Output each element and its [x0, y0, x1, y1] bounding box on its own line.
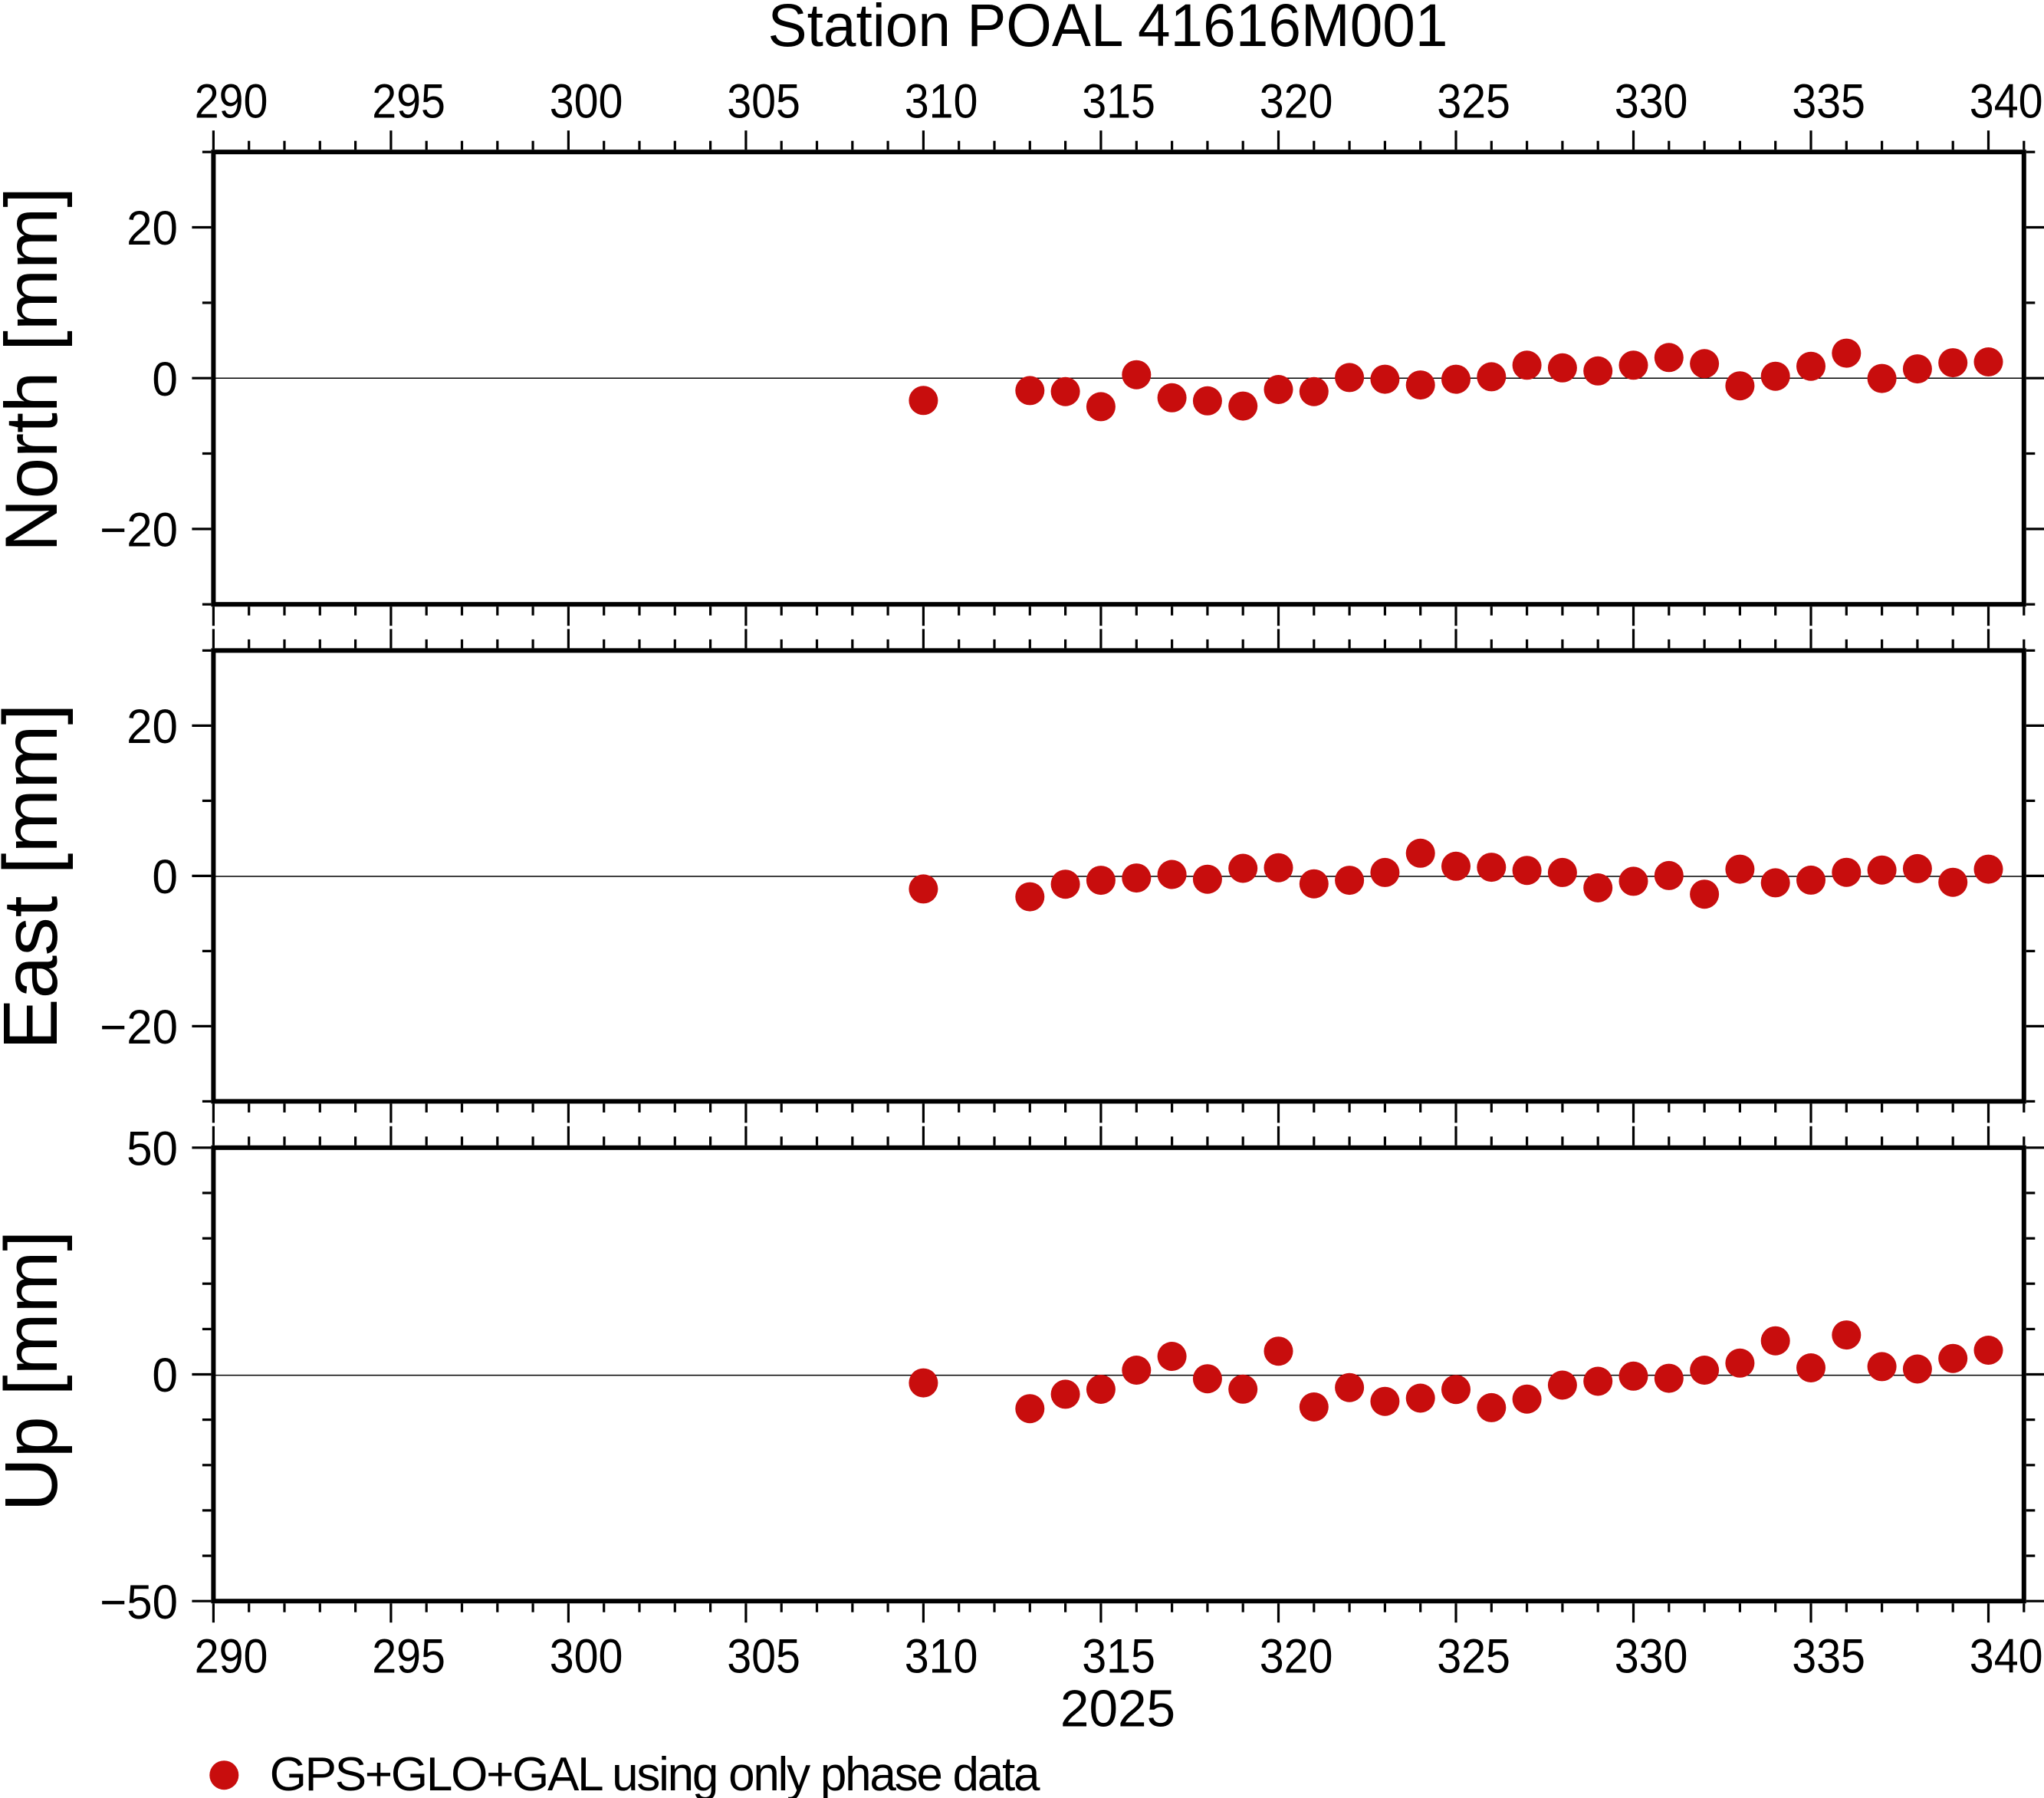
- svg-text:305: 305: [727, 74, 800, 128]
- svg-text:335: 335: [1792, 74, 1865, 128]
- svg-text:320: 320: [1260, 74, 1333, 128]
- svg-text:290: 290: [195, 74, 268, 128]
- svg-text:310: 310: [905, 1630, 978, 1684]
- svg-text:−50: −50: [100, 1576, 178, 1629]
- svg-text:−20: −20: [100, 1001, 178, 1054]
- svg-text:315: 315: [1082, 1630, 1155, 1684]
- svg-text:50: 50: [127, 1123, 178, 1176]
- svg-text:290: 290: [195, 1630, 268, 1684]
- svg-text:2025: 2025: [1060, 1680, 1175, 1737]
- svg-text:295: 295: [372, 1630, 445, 1684]
- svg-text:Up [mm]: Up [mm]: [0, 1231, 73, 1512]
- svg-text:315: 315: [1082, 74, 1155, 128]
- svg-text:0: 0: [152, 850, 178, 904]
- svg-text:GPS+GLO+GAL using only phase d: GPS+GLO+GAL using only phase data: [270, 1748, 1040, 1798]
- svg-text:295: 295: [372, 74, 445, 128]
- svg-text:0: 0: [152, 353, 178, 406]
- svg-text:20: 20: [127, 700, 178, 754]
- svg-text:340: 340: [1970, 74, 2043, 128]
- svg-text:300: 300: [550, 1630, 623, 1684]
- svg-text:−20: −20: [100, 504, 178, 557]
- svg-text:325: 325: [1437, 74, 1510, 128]
- svg-text:330: 330: [1615, 1630, 1688, 1684]
- svg-text:20: 20: [127, 202, 178, 255]
- svg-text:330: 330: [1615, 74, 1688, 128]
- svg-text:320: 320: [1260, 1630, 1333, 1684]
- svg-text:North [mm]: North [mm]: [0, 187, 73, 552]
- svg-text:300: 300: [550, 74, 623, 128]
- svg-text:0: 0: [152, 1349, 178, 1402]
- svg-text:305: 305: [727, 1630, 800, 1684]
- svg-text:Station POAL 41616M001: Station POAL 41616M001: [768, 0, 1448, 59]
- svg-text:325: 325: [1437, 1630, 1510, 1684]
- svg-text:340: 340: [1970, 1630, 2043, 1684]
- svg-text:310: 310: [905, 74, 978, 128]
- svg-text:335: 335: [1792, 1630, 1865, 1684]
- svg-text:East [mm]: East [mm]: [0, 703, 74, 1050]
